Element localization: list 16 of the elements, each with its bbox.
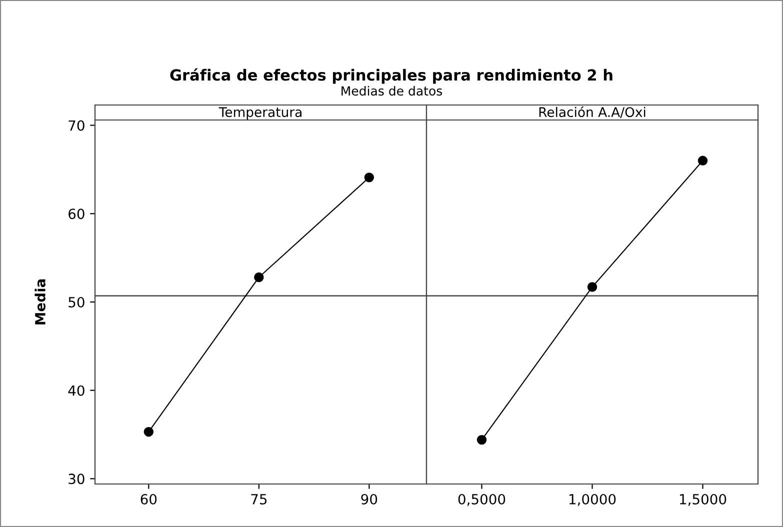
y-tick-label: 50: [68, 296, 84, 308]
y-tick-label: 40: [68, 385, 84, 396]
y-tick-label: 60: [68, 208, 84, 220]
x-axis-title: Temperatura: [218, 107, 302, 120]
y-tick-label: 70: [68, 120, 84, 131]
x-axis-title: Relación A.A/Oxi: [539, 106, 646, 118]
x-tick-label: 1,5000: [680, 494, 726, 506]
x-tick-label: 75: [251, 494, 267, 504]
y-axis-title: Media: [34, 279, 46, 324]
x-tick-label: 1,0000: [569, 494, 616, 506]
x-tick-label: 0,5000: [458, 494, 506, 506]
x-tick-label: 90: [361, 494, 378, 504]
chart-title: Gráfica de efectos principales para rendimiento 2 h: [170, 68, 612, 84]
y-tick-label: 30: [68, 474, 84, 484]
x-tick-label: 60: [140, 494, 157, 504]
chart-subtitle: Medias de datos: [342, 86, 442, 96]
